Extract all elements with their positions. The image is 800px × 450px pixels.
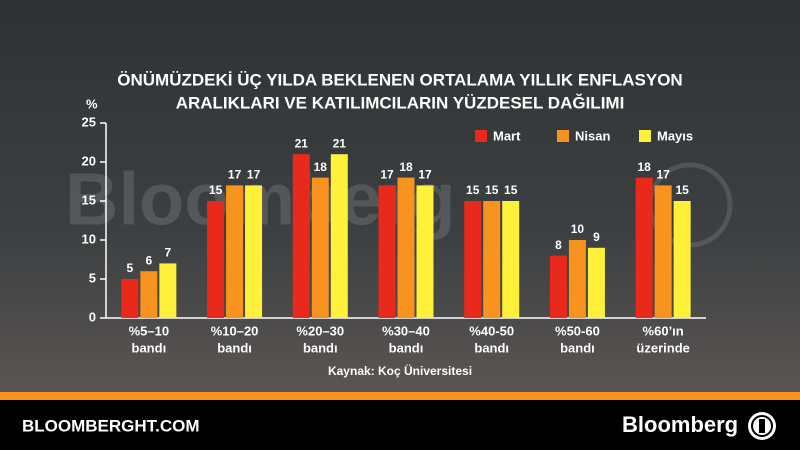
x-tick-label: bandı [474, 340, 509, 355]
footer [0, 400, 800, 450]
value-label: 10 [571, 222, 585, 236]
brand-logo-ring [751, 415, 773, 437]
x-tick-label: üzerinde [636, 340, 689, 355]
source: Kaynak: Koç Üniversitesi [328, 363, 472, 378]
value-label: 8 [555, 238, 562, 252]
bar [159, 263, 177, 318]
x-tick-label: %50-60 [555, 323, 600, 338]
value-label: 15 [209, 183, 223, 197]
legend-label: Nisan [575, 128, 610, 143]
y-axis-label: % [86, 96, 98, 111]
value-label: 15 [485, 183, 499, 197]
bar [311, 177, 329, 318]
bar [245, 185, 263, 318]
y-tick-label: 0 [89, 309, 96, 324]
bar [378, 185, 396, 318]
value-label: 9 [593, 230, 600, 244]
chart-title: ÖNÜMÜZDEKİ ÜÇ YILDA BEKLENEN ORTALAMA YI… [117, 70, 682, 89]
x-tick-label: %10–20 [211, 323, 259, 338]
footer-brand: Bloomberg [622, 412, 738, 437]
value-label: 17 [228, 168, 242, 182]
value-label: 18 [314, 160, 328, 174]
brand-logo-mark [759, 419, 765, 433]
legend-swatch [557, 130, 569, 142]
x-tick-label: %5–10 [129, 323, 169, 338]
value-label: 6 [146, 253, 153, 267]
bar [226, 185, 244, 318]
y-tick-label: 10 [82, 231, 96, 246]
x-tick-label: %30–40 [382, 323, 430, 338]
bar [207, 201, 225, 318]
y-tick-label: 15 [82, 192, 96, 207]
bar [121, 279, 139, 318]
bar [654, 185, 672, 318]
x-tick-label: bandı [389, 340, 424, 355]
value-label: 17 [418, 168, 432, 182]
bar [549, 255, 567, 318]
y-tick-label: 25 [82, 114, 96, 129]
bar [292, 154, 310, 318]
x-tick-label: bandı [560, 340, 595, 355]
bar [568, 240, 586, 318]
bar [330, 154, 348, 318]
x-tick-label: %20–30 [296, 323, 344, 338]
value-label: 17 [656, 168, 670, 182]
value-label: 17 [380, 168, 394, 182]
value-label: 17 [247, 168, 261, 182]
bar [397, 177, 415, 318]
x-tick-label: bandı [217, 340, 252, 355]
bar [635, 177, 653, 318]
bar [502, 201, 520, 318]
y-tick-label: 5 [89, 270, 96, 285]
legend-swatch [639, 130, 651, 142]
value-label: 15 [504, 183, 518, 197]
footer-stripe [0, 392, 800, 400]
chart-title: ARALIKLARI VE KATILIMCILARIN YÜZDESEL DA… [176, 93, 625, 112]
legend-label: Mart [493, 128, 521, 143]
bar [587, 247, 605, 318]
value-label: 21 [333, 136, 347, 150]
bar [416, 185, 434, 318]
bar [140, 271, 158, 318]
value-label: 15 [466, 183, 480, 197]
legend-label: Mayıs [657, 128, 693, 143]
value-label: 7 [165, 246, 172, 260]
y-tick-label: 20 [82, 153, 96, 168]
bar [673, 201, 691, 318]
value-label: 18 [637, 160, 651, 174]
x-tick-label: bandı [132, 340, 167, 355]
footer-site[interactable]: BLOOMBERGHT.COM [22, 416, 200, 435]
legend-swatch [475, 130, 487, 142]
x-tick-label: bandı [303, 340, 338, 355]
bar [464, 201, 482, 318]
value-label: 21 [295, 136, 309, 150]
value-label: 15 [675, 183, 689, 197]
value-label: 5 [127, 261, 134, 275]
value-label: 18 [399, 160, 413, 174]
x-tick-label: %40-50 [469, 323, 514, 338]
x-tick-label: %60’ın [643, 323, 684, 338]
bar [483, 201, 501, 318]
